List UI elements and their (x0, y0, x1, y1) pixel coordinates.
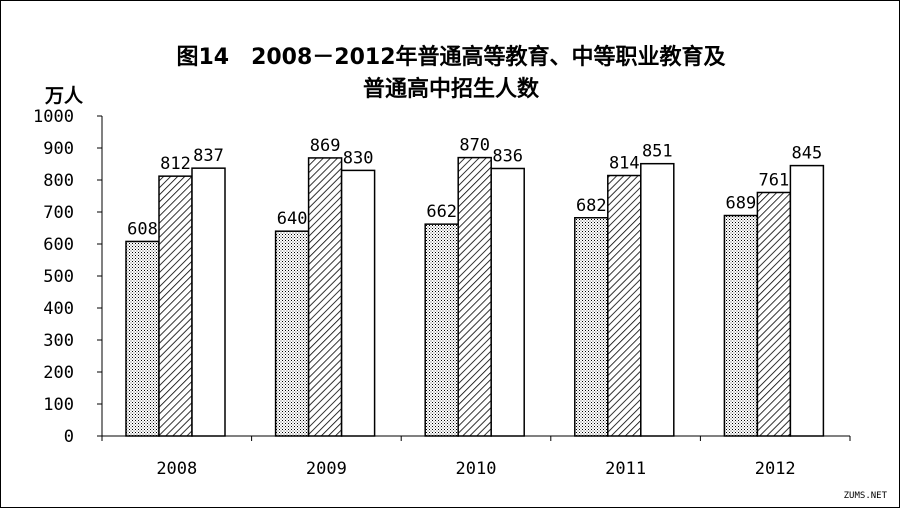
bar-series-2 (457, 156, 492, 437)
data-label: 869 (310, 136, 341, 156)
bar-series-2 (607, 174, 642, 437)
bar-series-1 (125, 240, 160, 437)
y-tick-label: 700 (43, 203, 74, 223)
data-label: 851 (642, 142, 673, 162)
data-label: 662 (426, 202, 457, 222)
data-label: 830 (343, 148, 374, 168)
watermark: ZUMS.NET (843, 491, 887, 501)
data-label: 870 (459, 136, 490, 156)
y-tick-label: 400 (43, 299, 74, 319)
x-tick-label: 2009 (306, 459, 347, 479)
chart-subtitle: 普通高中招生人数 (362, 77, 539, 102)
y-tick-label: 1000 (33, 107, 74, 127)
data-label: 689 (726, 194, 757, 214)
y-tick-label: 200 (43, 363, 74, 383)
data-label: 837 (193, 146, 224, 166)
bar-series-1 (574, 217, 609, 437)
x-tick-label: 2010 (456, 459, 497, 479)
data-label: 761 (759, 170, 790, 190)
data-label: 814 (609, 154, 640, 174)
bar-series-3 (340, 169, 376, 437)
y-tick-label: 800 (43, 171, 74, 191)
bar-series-2 (307, 157, 343, 437)
data-label: 640 (277, 209, 308, 229)
y-tick-label: 100 (43, 395, 74, 415)
bar-series-1 (424, 223, 459, 437)
data-label: 836 (492, 146, 523, 166)
data-label: 682 (576, 196, 607, 216)
bar-series-1 (274, 230, 310, 437)
y-tick-label: 500 (43, 267, 74, 287)
y-tick-label: 0 (64, 427, 74, 447)
y-tick-label: 300 (43, 331, 74, 351)
bar-series-2 (756, 191, 792, 437)
bar-series-3 (191, 167, 226, 437)
data-label: 812 (160, 154, 191, 174)
bar-series-2 (158, 175, 193, 437)
bar-series-3 (490, 167, 525, 437)
x-tick-label: 2011 (605, 459, 646, 479)
bar-series-3 (789, 164, 825, 437)
chart-title: 图14 2008－2012年普通高等教育、中等职业教育及 (176, 45, 726, 70)
data-label: 608 (127, 219, 158, 239)
x-tick-label: 2008 (156, 459, 197, 479)
bar-series-1 (723, 214, 759, 437)
x-tick-label: 2012 (755, 459, 796, 479)
y-tick-label: 900 (43, 139, 74, 159)
bar-series-3 (640, 162, 675, 437)
y-tick-label: 600 (43, 235, 74, 255)
data-label: 845 (792, 144, 823, 164)
y-axis-unit-label: 万人 (45, 85, 84, 107)
